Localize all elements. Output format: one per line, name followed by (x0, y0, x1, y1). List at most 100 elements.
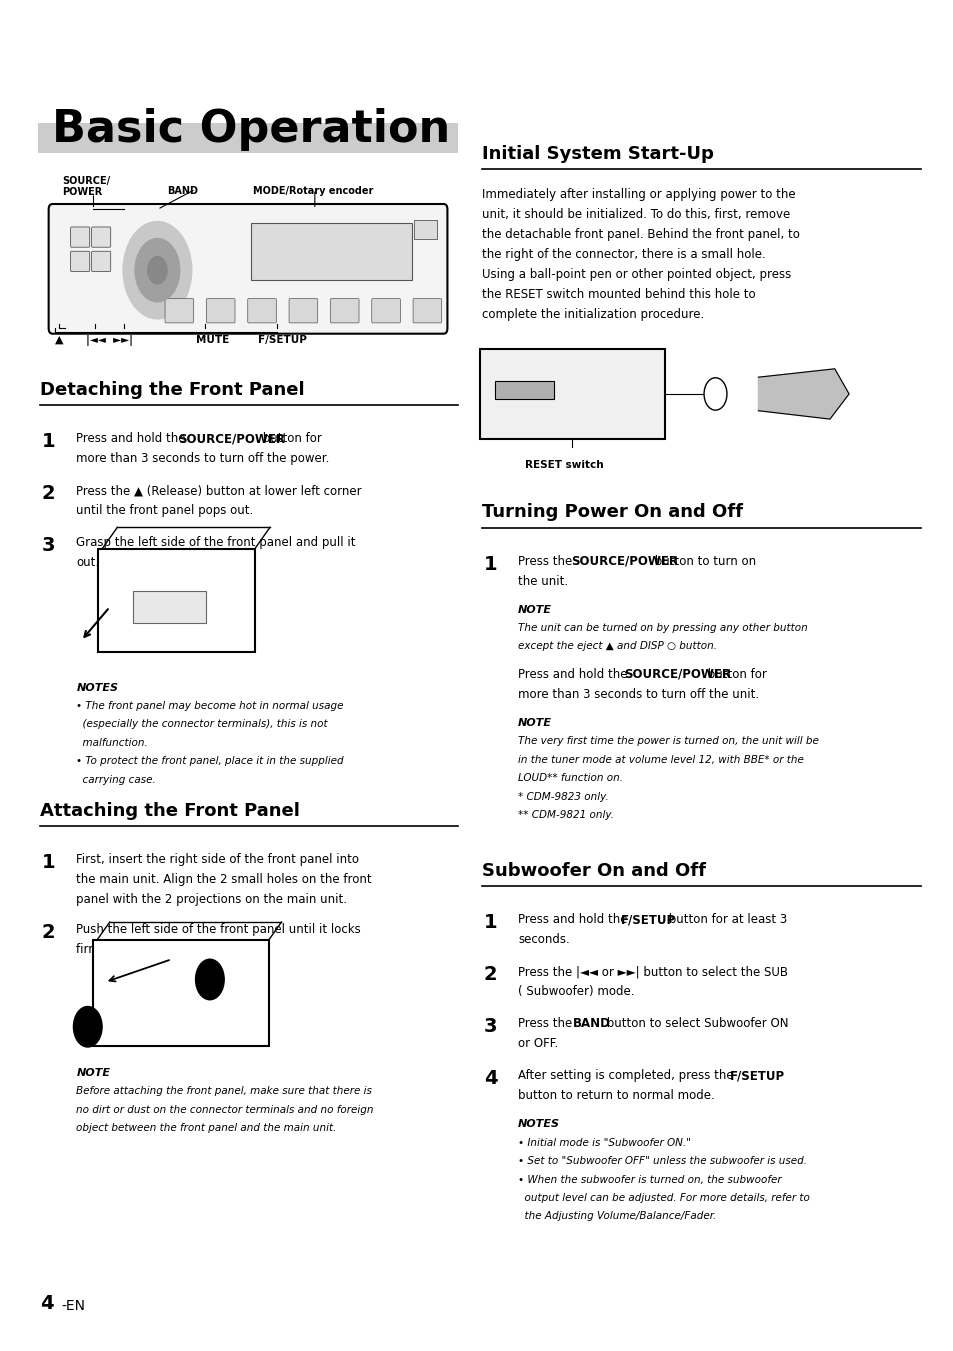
Text: until the front panel pops out.: until the front panel pops out. (76, 504, 253, 517)
FancyBboxPatch shape (372, 299, 400, 323)
Text: SOURCE/POWER: SOURCE/POWER (571, 555, 678, 567)
Text: the unit.: the unit. (517, 574, 568, 588)
Text: button to turn on: button to turn on (650, 555, 755, 567)
FancyBboxPatch shape (132, 590, 206, 623)
Text: in the tuner mode at volume level 12, with BBE* or the: in the tuner mode at volume level 12, wi… (517, 755, 803, 765)
Text: MODE/Rotary encoder: MODE/Rotary encoder (253, 186, 373, 196)
Text: Press the |◄◄ or ►►| button to select the SUB: Press the |◄◄ or ►►| button to select th… (517, 966, 787, 978)
Text: 3: 3 (42, 536, 55, 555)
FancyBboxPatch shape (495, 381, 554, 400)
FancyBboxPatch shape (289, 299, 317, 323)
Text: seconds.: seconds. (517, 934, 569, 947)
Text: malfunction.: malfunction. (76, 738, 148, 748)
Text: the RESET switch mounted behind this hole to: the RESET switch mounted behind this hol… (481, 288, 755, 301)
Text: firmly into the main unit.: firmly into the main unit. (76, 943, 224, 957)
FancyBboxPatch shape (91, 251, 111, 272)
Text: carrying case.: carrying case. (76, 774, 156, 785)
Text: Press and hold the: Press and hold the (517, 913, 631, 927)
Text: • The front panel may become hot in normal usage: • The front panel may become hot in norm… (76, 701, 343, 711)
Text: The unit can be turned on by pressing any other button: The unit can be turned on by pressing an… (517, 623, 807, 634)
Text: ▲: ▲ (55, 335, 64, 345)
Circle shape (195, 959, 224, 1000)
Text: Detaching the Front Panel: Detaching the Front Panel (40, 381, 304, 399)
FancyBboxPatch shape (49, 204, 447, 334)
Text: button for at least 3: button for at least 3 (664, 913, 786, 927)
Text: |◄◄  ►►|: |◄◄ ►►| (86, 335, 132, 346)
Text: NOTES: NOTES (76, 682, 118, 693)
Text: ** CDM-9821 only.: ** CDM-9821 only. (517, 811, 614, 820)
Circle shape (703, 378, 726, 411)
Text: complete the initialization procedure.: complete the initialization procedure. (481, 308, 703, 320)
FancyBboxPatch shape (165, 299, 193, 323)
Text: • Initial mode is "Subwoofer ON.": • Initial mode is "Subwoofer ON." (517, 1138, 690, 1148)
FancyBboxPatch shape (330, 299, 358, 323)
Text: no dirt or dust on the connector terminals and no foreign: no dirt or dust on the connector termina… (76, 1105, 374, 1115)
Text: F/SETUP: F/SETUP (620, 913, 676, 927)
Text: Attaching the Front Panel: Attaching the Front Panel (40, 801, 299, 820)
Text: SOURCE/POWER: SOURCE/POWER (178, 432, 285, 446)
Text: After setting is completed, press the: After setting is completed, press the (517, 1070, 737, 1082)
Text: Immediately after installing or applying power to the: Immediately after installing or applying… (481, 188, 795, 201)
Text: -EN: -EN (61, 1300, 85, 1313)
Text: 4: 4 (40, 1294, 53, 1313)
Text: 1: 1 (42, 432, 55, 451)
Text: (especially the connector terminals), this is not: (especially the connector terminals), th… (76, 720, 328, 730)
Text: except the eject ▲ and DISP ○ button.: except the eject ▲ and DISP ○ button. (517, 642, 717, 651)
Text: Grasp the left side of the front panel and pull it: Grasp the left side of the front panel a… (76, 536, 355, 550)
Text: button for: button for (703, 667, 766, 681)
Text: MUTE: MUTE (195, 335, 229, 345)
Text: Press and hold the: Press and hold the (76, 432, 190, 446)
Text: • To protect the front panel, place it in the supplied: • To protect the front panel, place it i… (76, 757, 344, 766)
Text: Turning Power On and Off: Turning Power On and Off (481, 504, 742, 521)
Text: Initial System Start-Up: Initial System Start-Up (481, 145, 713, 162)
Text: object between the front panel and the main unit.: object between the front panel and the m… (76, 1123, 336, 1133)
Text: 1: 1 (42, 852, 55, 871)
Text: NOTE: NOTE (76, 1069, 111, 1078)
Text: Press the ▲ (Release) button at lower left corner: Press the ▲ (Release) button at lower le… (76, 484, 361, 497)
Text: NOTE: NOTE (517, 605, 552, 615)
Text: • When the subwoofer is turned on, the subwoofer: • When the subwoofer is turned on, the s… (517, 1174, 781, 1185)
Text: Before attaching the front panel, make sure that there is: Before attaching the front panel, make s… (76, 1086, 372, 1097)
Circle shape (73, 1006, 102, 1047)
Text: more than 3 seconds to turn off the unit.: more than 3 seconds to turn off the unit… (517, 688, 759, 701)
FancyBboxPatch shape (206, 299, 234, 323)
Text: Press the: Press the (517, 1017, 576, 1031)
Text: 2: 2 (483, 966, 497, 985)
Text: the right of the connector, there is a small hole.: the right of the connector, there is a s… (481, 247, 764, 261)
Text: • Set to "Subwoofer OFF" unless the subwoofer is used.: • Set to "Subwoofer OFF" unless the subw… (517, 1156, 806, 1166)
Text: SOURCE/POWER: SOURCE/POWER (623, 667, 730, 681)
Text: 3: 3 (483, 1017, 497, 1036)
Text: the main unit. Align the 2 small holes on the front: the main unit. Align the 2 small holes o… (76, 873, 372, 886)
Text: button to return to normal mode.: button to return to normal mode. (517, 1089, 714, 1102)
Text: 4: 4 (483, 1070, 497, 1089)
Text: the detachable front panel. Behind the front panel, to: the detachable front panel. Behind the f… (481, 228, 799, 240)
Text: 2: 2 (84, 1021, 91, 1032)
Circle shape (148, 257, 167, 284)
Text: Push the left side of the front panel until it locks: Push the left side of the front panel un… (76, 923, 360, 936)
Text: 2: 2 (42, 923, 55, 942)
Text: F/SETUP: F/SETUP (257, 335, 306, 345)
Text: out.: out. (76, 557, 99, 569)
Text: Basic Operation: Basic Operation (52, 108, 450, 151)
Text: NOTES: NOTES (517, 1120, 559, 1129)
Circle shape (135, 239, 179, 301)
Text: button to select Subwoofer ON: button to select Subwoofer ON (602, 1017, 787, 1031)
Circle shape (123, 222, 192, 319)
FancyBboxPatch shape (93, 940, 269, 1047)
Text: RESET switch: RESET switch (524, 461, 602, 470)
FancyBboxPatch shape (479, 350, 664, 439)
Text: F/SETUP: F/SETUP (729, 1070, 784, 1082)
Text: BAND: BAND (167, 186, 197, 196)
Text: The very first time the power is turned on, the unit will be: The very first time the power is turned … (517, 736, 818, 746)
Text: BAND: BAND (573, 1017, 611, 1031)
Text: SOURCE/
POWER: SOURCE/ POWER (62, 176, 110, 197)
Text: Subwoofer On and Off: Subwoofer On and Off (481, 862, 705, 880)
Text: Press the: Press the (517, 555, 576, 567)
FancyBboxPatch shape (71, 251, 90, 272)
Text: LOUD** function on.: LOUD** function on. (517, 773, 622, 784)
FancyBboxPatch shape (71, 227, 90, 247)
Text: First, insert the right side of the front panel into: First, insert the right side of the fron… (76, 852, 359, 866)
Polygon shape (758, 369, 848, 419)
Text: unit, it should be initialized. To do this, first, remove: unit, it should be initialized. To do th… (481, 208, 789, 220)
Text: more than 3 seconds to turn off the power.: more than 3 seconds to turn off the powe… (76, 453, 330, 465)
